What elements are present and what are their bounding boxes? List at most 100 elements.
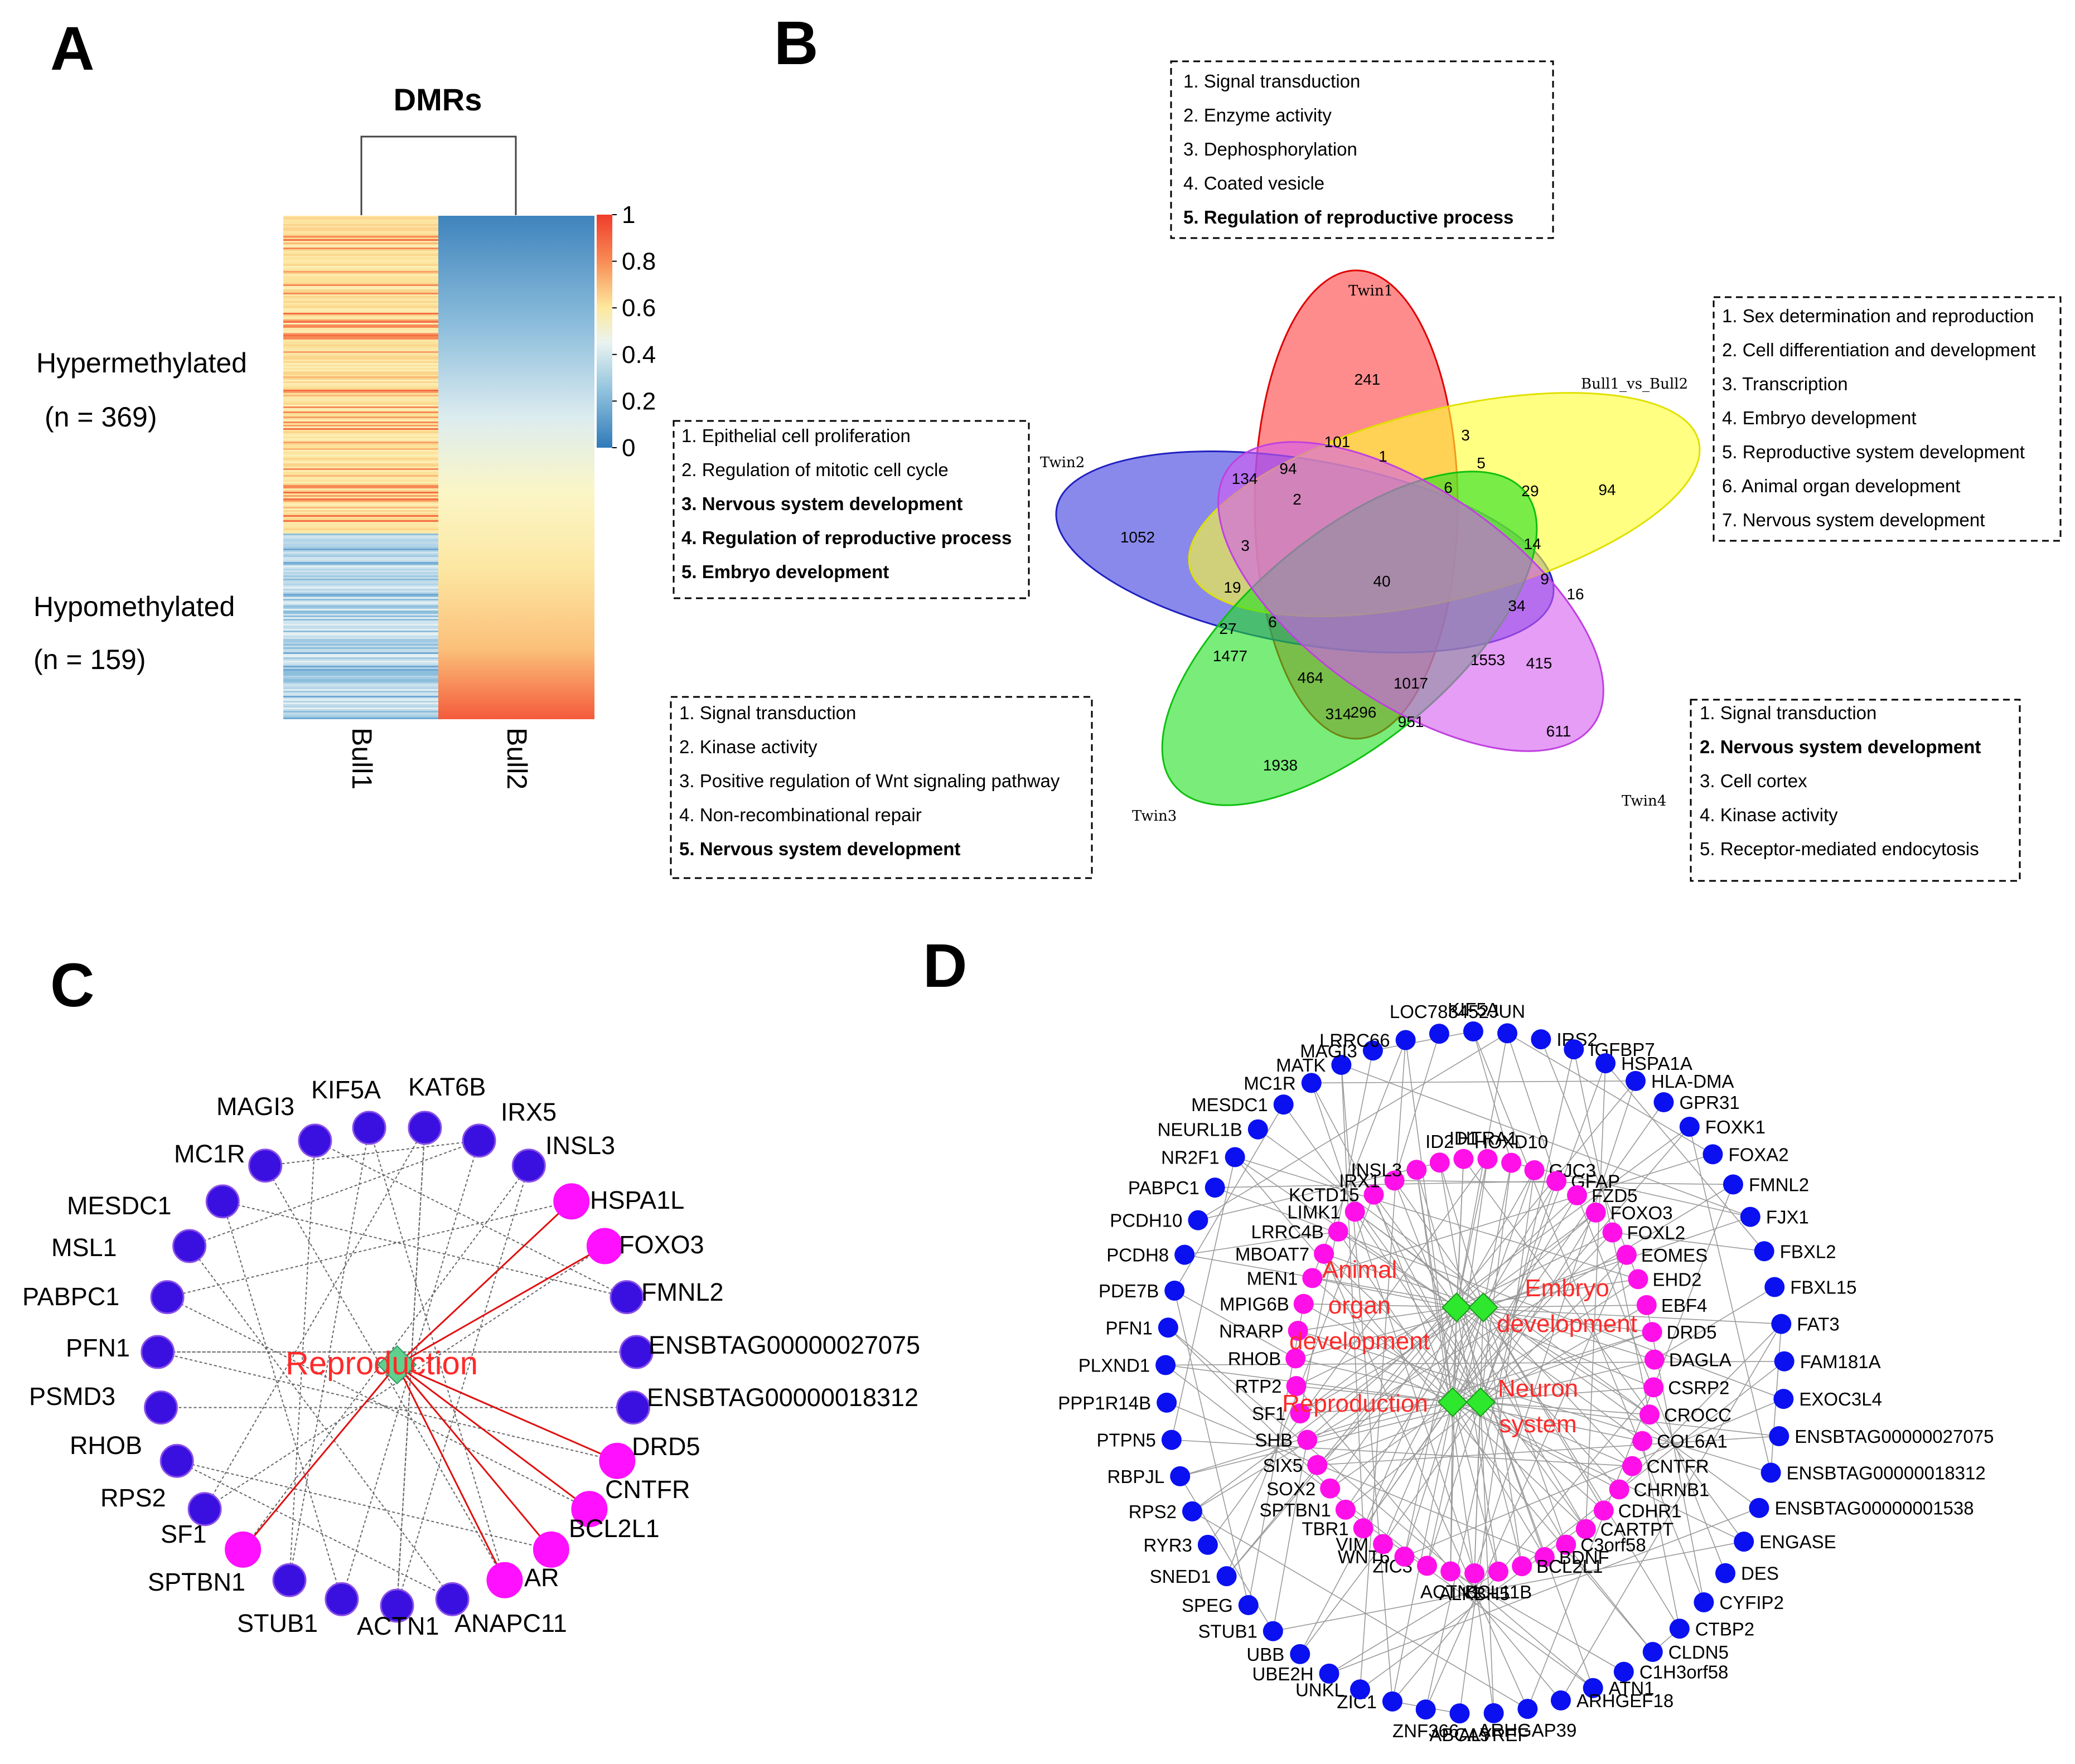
network-d-edge [1612, 1232, 1764, 1252]
set-label-bull1-vs-bull2: Bull1_vs_Bull2 [1581, 376, 1688, 392]
network-d-edge [1298, 1330, 1771, 1474]
network-d-inner-label: EBF4 [1661, 1295, 1708, 1316]
network-d-outer-node [1429, 1024, 1449, 1044]
network-c-node-label: MESDC1 [67, 1191, 172, 1220]
network-d-inner-node [1585, 1202, 1606, 1223]
network-c-edge [204, 1246, 605, 1510]
network-d-edge [1345, 1402, 1481, 1510]
network-c-edge [396, 1165, 530, 1606]
network-d-outer-node [1642, 1641, 1663, 1662]
network-d-edge [1480, 1402, 1522, 1567]
network-d-outer-label: NR2F1 [1161, 1147, 1220, 1168]
network-c-edge [264, 1165, 505, 1581]
network-c-edge [188, 1246, 453, 1600]
heatmap-row [283, 697, 438, 699]
network-c-node-label: HSPA1L [590, 1186, 684, 1214]
network-c-node-label: RHOB [70, 1431, 142, 1460]
network-d-inner-node [1288, 1321, 1308, 1341]
network-d-inner-label: C3orf58 [1580, 1535, 1646, 1555]
network-c-node [159, 1443, 194, 1478]
heatmap-row [283, 582, 438, 584]
network-d-inner-node [1290, 1403, 1310, 1424]
go-term: 4. Non-recombinational repair [679, 805, 922, 825]
heatmap-row [283, 672, 438, 674]
hypermethylated-count: (n = 369) [45, 401, 157, 433]
network-d-edge [1345, 1307, 1484, 1510]
network-d-edge [1456, 1170, 1535, 1308]
network-d-inner-label: HOXD10 [1474, 1132, 1548, 1152]
venn-count: 2 [1293, 491, 1302, 508]
network-d-edge [1459, 1170, 1535, 1714]
heatmap-row [283, 396, 438, 398]
network-d-hub-diamond [1438, 1387, 1468, 1417]
heatmap-row [283, 303, 438, 304]
network-d-inner-label: DRD5 [1667, 1322, 1717, 1343]
network-d-inner-node [1616, 1244, 1637, 1265]
network-c-node [298, 1123, 332, 1158]
heatmap-row [283, 676, 438, 677]
go-term: 4. Kinase activity [1700, 805, 1838, 825]
go-box-twin2 [673, 420, 1030, 599]
network-c-node-label: KAT6B [408, 1073, 486, 1101]
heatmap-column-bull2 [438, 216, 594, 719]
heatmap-row [283, 661, 438, 662]
network-d-inner-label: CHRNB1 [1634, 1480, 1710, 1500]
network-c-node [352, 1111, 386, 1145]
network-d-outer-node [1769, 1426, 1789, 1447]
heatmap-row [283, 498, 438, 500]
network-d-outer-node [1216, 1566, 1237, 1587]
heatmap-row [283, 401, 438, 403]
heatmap-row [283, 497, 438, 498]
network-d-edge [1394, 1180, 1481, 1403]
network-d-edge [1473, 1031, 1512, 1163]
network-d-inner-label: BCL2L1 [1536, 1556, 1603, 1577]
network-d-outer-node [1225, 1147, 1245, 1167]
network-d-outer-node [1205, 1177, 1225, 1198]
heatmap-row [283, 614, 438, 616]
hypermethylated-label: Hypermethylated [36, 347, 247, 379]
heatmap-row [283, 612, 438, 614]
heatmap-row [283, 686, 438, 687]
network-d-inner-node [1622, 1456, 1642, 1476]
network-d-edge [1355, 1211, 1481, 1403]
heatmap-row [283, 266, 438, 268]
network-d-inner-label: BDNF [1559, 1547, 1609, 1568]
heatmap-row [283, 380, 438, 381]
heatmap-row [283, 279, 438, 281]
go-term: 2. Regulation of mitotic cell cycle [681, 459, 949, 480]
network-d-edge [1207, 1159, 1488, 1545]
venn-count: 1 [1379, 448, 1387, 465]
heatmap-row [283, 572, 438, 574]
heatmap-row [283, 373, 438, 375]
network-d-edge [1483, 1307, 1633, 1467]
panel-label-b: B [774, 9, 818, 77]
network-d-outer-node [1182, 1501, 1202, 1521]
heatmap-row [283, 495, 438, 497]
heatmap-row [283, 261, 438, 263]
heatmap-row [283, 677, 438, 679]
network-d-outer-node [1158, 1317, 1178, 1338]
network-d-inner-node [1307, 1455, 1328, 1475]
heatmap-row [283, 256, 438, 258]
network-d-edge [1426, 1307, 1484, 1566]
network-d-inner-node [1314, 1243, 1334, 1264]
network-d-outer-label: RYR3 [1143, 1535, 1192, 1555]
heatmap-row [283, 527, 438, 529]
network-d-edge [1605, 1063, 1765, 1252]
heatmap-row [283, 405, 438, 406]
heatmap-row [283, 460, 438, 462]
heatmap-row [283, 370, 438, 371]
heatmap-row [283, 662, 438, 664]
heatmap-row [283, 472, 438, 473]
heatmap-row [283, 508, 438, 510]
heatmap-row [283, 674, 438, 676]
heatmap-row [283, 383, 438, 385]
network-d-inner-label: MPIG6B [1220, 1294, 1289, 1315]
network-d-edge [1307, 1402, 1453, 1441]
network-d-inner-node [1464, 1563, 1485, 1583]
network-d-inner-node [1644, 1349, 1665, 1370]
network-d-outer-node [1415, 1699, 1436, 1720]
venn-count: 134 [1232, 470, 1258, 487]
panel-b: B 241 101 3 1 5 134 94 6 29 94 1052 2 14 3 40 9 16 19 34 27… [670, 9, 2062, 882]
heatmap-row [283, 560, 438, 562]
